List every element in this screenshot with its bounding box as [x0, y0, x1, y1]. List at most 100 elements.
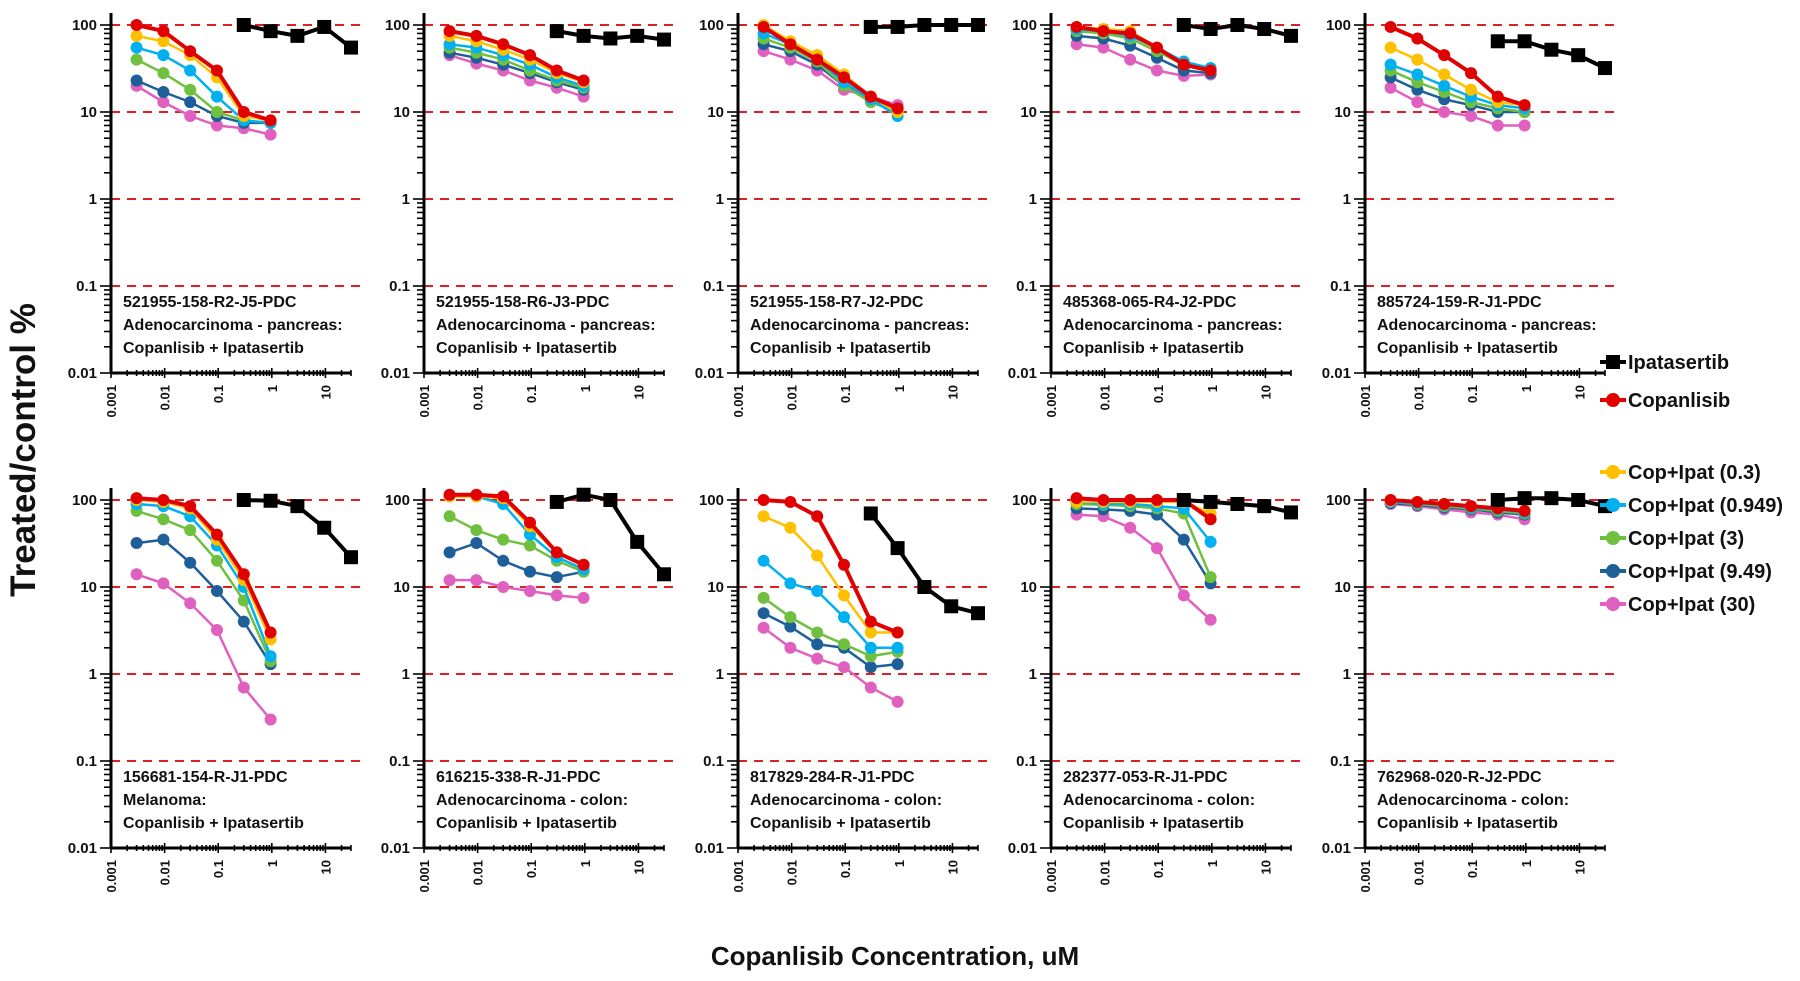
- x-tick-label: 1: [1205, 860, 1220, 867]
- data-point: [130, 537, 143, 550]
- data-point: [577, 591, 590, 604]
- y-tick-label: 0.01: [1008, 365, 1037, 382]
- legend-label: Cop+Ipat (0.3): [1628, 462, 1761, 484]
- data-point: [1571, 493, 1586, 507]
- data-point: [236, 18, 251, 32]
- series-copanlisib: [1384, 494, 1531, 517]
- data-point: [497, 554, 510, 567]
- y-tick-label: 0.01: [1008, 840, 1037, 857]
- legend-label: Cop+Ipat (9.49): [1628, 561, 1772, 583]
- series-ipatasertib: [1176, 18, 1298, 43]
- panel-treatment: Copanlisib + Ipatasertib: [123, 815, 304, 832]
- panel-title: 521955-158-R2-J5-PDC: [123, 294, 297, 311]
- data-point: [184, 45, 197, 58]
- panel-title: 156681-154-R-J1-PDC: [123, 769, 288, 786]
- data-point: [630, 28, 645, 43]
- data-point: [264, 713, 277, 726]
- data-point: [837, 661, 850, 674]
- series-cop-ipat-0-949: [1384, 58, 1531, 115]
- panel-title: 616215-338-R-J1-PDC: [436, 769, 601, 786]
- x-tick-label: 0.1: [838, 860, 853, 878]
- data-point: [1518, 504, 1531, 517]
- data-point: [891, 658, 904, 671]
- data-point: [811, 626, 824, 639]
- data-point: [890, 541, 905, 556]
- data-point: [811, 652, 824, 665]
- x-tick-label: 0.001: [417, 385, 432, 418]
- data-point: [1204, 571, 1217, 584]
- data-point: [1464, 67, 1477, 80]
- panel-subtitle: Adenocarcinoma - pancreas:: [436, 317, 656, 334]
- series-line: [1076, 507, 1212, 585]
- data-point: [1097, 494, 1110, 506]
- data-point: [1438, 497, 1451, 510]
- x-tick-label: 1: [1519, 385, 1534, 392]
- legend-label: Ipatasertib: [1628, 352, 1729, 374]
- y-tick-label: 0.1: [703, 753, 724, 770]
- x-tick-label: 0.01: [1098, 385, 1113, 410]
- data-point: [1284, 505, 1298, 520]
- y-tick-label: 0.01: [1322, 365, 1351, 382]
- data-point: [550, 64, 563, 77]
- data-point: [344, 40, 358, 55]
- x-tick-label: 10: [1258, 385, 1273, 399]
- data-point: [784, 53, 797, 66]
- y-tick-label: 10: [1020, 579, 1037, 596]
- data-point: [1491, 119, 1504, 132]
- data-point: [157, 96, 170, 109]
- data-point: [184, 83, 197, 96]
- legend-marker: [1606, 597, 1620, 611]
- data-point: [237, 106, 250, 118]
- series-copanlisib: [130, 19, 277, 127]
- series-line: [763, 612, 898, 669]
- data-point: [1411, 32, 1424, 45]
- x-tick-label: 10: [1258, 860, 1273, 874]
- data-point: [784, 495, 797, 508]
- y-tick-label: 0.01: [695, 365, 724, 382]
- series-cop-ipat-3: [757, 591, 904, 663]
- data-point: [1464, 83, 1477, 96]
- y-tick-label: 100: [699, 492, 724, 509]
- y-tick-label: 100: [1326, 492, 1351, 509]
- series-cop-ipat-30: [130, 568, 277, 726]
- data-point: [1150, 64, 1163, 77]
- chart-panel: 0.01 0.1 1 10 100 0.001 0.01 0.1 1 10 616215-338-R…: [381, 487, 678, 893]
- x-tick-label: 0.01: [1412, 385, 1427, 410]
- x-tick-label: 0.1: [1151, 385, 1166, 403]
- data-point: [550, 546, 563, 559]
- y-tick-label: 0.01: [381, 365, 410, 382]
- y-tick-label: 0.1: [389, 753, 410, 770]
- series-copanlisib: [757, 494, 904, 639]
- x-tick-label: 1: [265, 860, 280, 867]
- x-tick-label: 0.01: [785, 385, 800, 410]
- data-point: [1518, 99, 1531, 112]
- data-point: [264, 114, 277, 127]
- series-line: [869, 512, 979, 616]
- y-axis-title: Treated/control %: [4, 303, 43, 597]
- series-line: [449, 578, 584, 600]
- legend-item: Cop+Ipat (0.949): [1600, 495, 1783, 517]
- data-point: [971, 18, 985, 32]
- y-tick-label: 0.01: [381, 840, 410, 857]
- data-point: [1384, 58, 1397, 71]
- data-point: [630, 534, 645, 549]
- data-point: [917, 580, 932, 594]
- data-point: [470, 524, 483, 537]
- series-ipatasertib: [1490, 491, 1612, 514]
- series-cop-ipat-3: [1070, 497, 1217, 584]
- legend-item: Cop+Ipat (30): [1600, 594, 1755, 616]
- panel-treatment: Copanlisib + Ipatasertib: [1377, 340, 1558, 357]
- data-point: [1097, 25, 1110, 38]
- data-point: [497, 490, 510, 503]
- data-point: [1284, 28, 1298, 43]
- chart-panel: 0.01 0.1 1 10 100 0.001 0.01 0.1 1 10 521955-158-R…: [695, 13, 992, 418]
- data-point: [603, 493, 618, 507]
- y-tick-label: 1: [402, 191, 410, 208]
- data-point: [917, 18, 932, 32]
- chart-panels: 0.01 0.1 1 10 100 0.001 0.01 0.1 1 10 521955-158-R…: [68, 13, 1619, 893]
- legend-item: Copanlisib: [1600, 390, 1730, 412]
- data-point: [210, 90, 223, 103]
- data-point: [1177, 533, 1190, 546]
- data-point: [264, 128, 277, 141]
- data-point: [1438, 79, 1451, 92]
